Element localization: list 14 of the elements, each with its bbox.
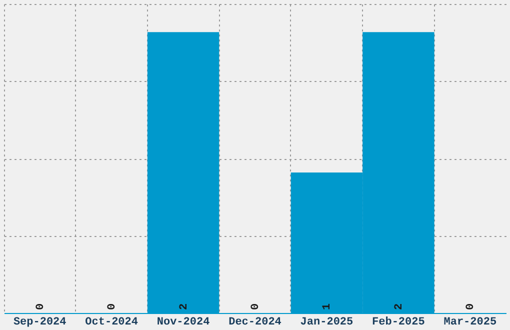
x-tick-label: Oct-2024 [85, 316, 138, 328]
data-label: 2 [393, 303, 406, 310]
x-tick-label: Feb-2025 [372, 316, 426, 328]
x-tick-label: Jan-2025 [300, 316, 354, 328]
x-tick-label: Dec-2024 [228, 316, 282, 328]
data-label: 2 [178, 303, 190, 310]
data-label: 0 [250, 303, 262, 310]
data-label: 0 [34, 303, 47, 310]
data-label: 1 [322, 303, 334, 310]
data-label: 0 [106, 303, 119, 310]
x-tick-label: Sep-2024 [13, 316, 67, 328]
x-tick-label: Nov-2024 [156, 316, 210, 328]
x-tick-label: Mar-2025 [444, 316, 497, 328]
data-label: 0 [465, 303, 478, 310]
